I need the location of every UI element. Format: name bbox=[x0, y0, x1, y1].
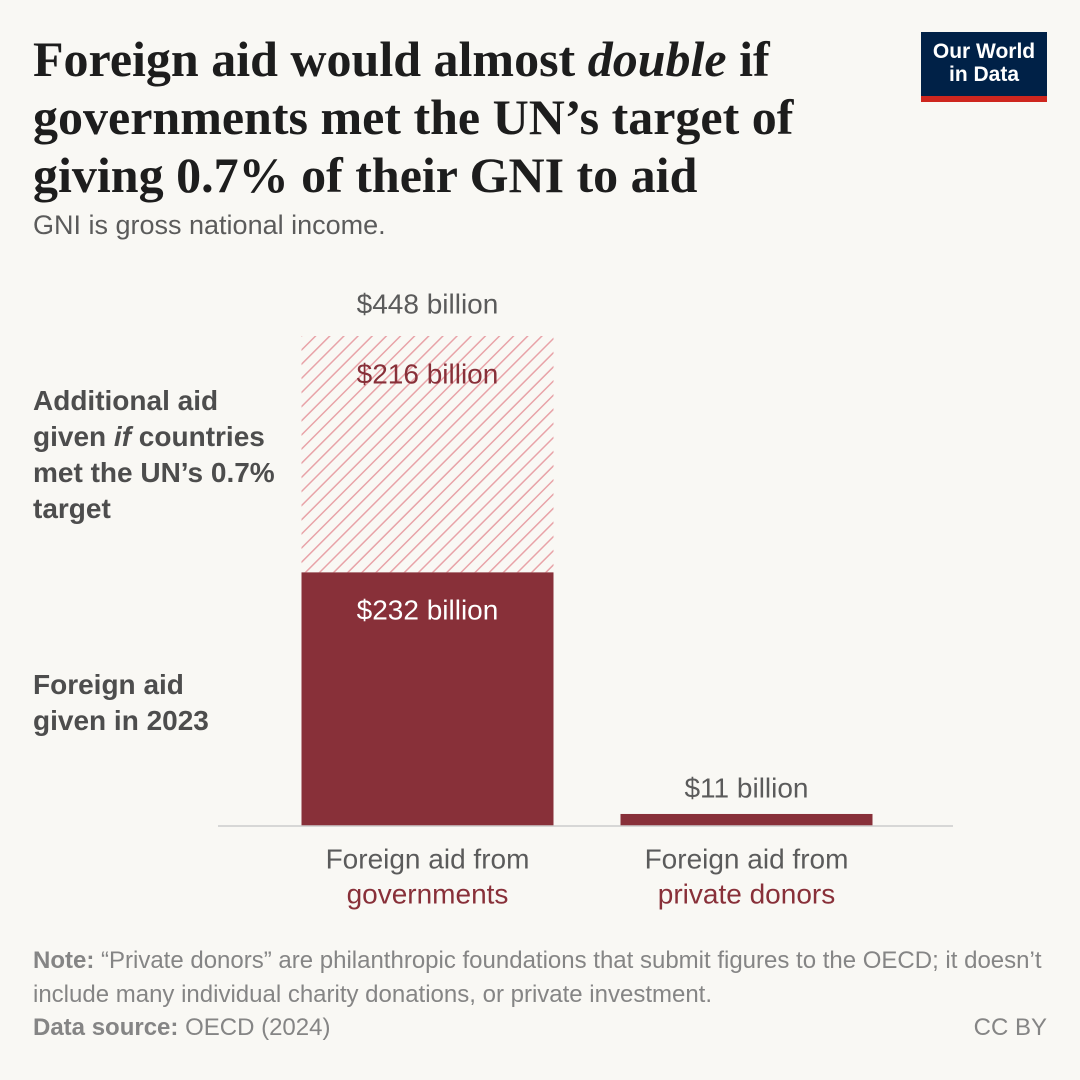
x-tick-label: private donors bbox=[658, 878, 835, 909]
value-label: $11 billion bbox=[684, 772, 808, 803]
x-tick-label: Foreign aid from bbox=[326, 843, 530, 874]
x-tick-label: Foreign aid from bbox=[645, 843, 849, 874]
note: Note: “Private donors” are philanthropic… bbox=[33, 944, 1043, 1012]
label-part: Foreign aid given in 2023 bbox=[33, 669, 209, 736]
title-part: Foreign aid would almost bbox=[33, 31, 588, 87]
source-text: OECD (2024) bbox=[185, 1014, 331, 1041]
x-tick-label: governments bbox=[347, 878, 509, 909]
bar bbox=[301, 572, 554, 826]
logo: Our World in Data bbox=[921, 32, 1047, 102]
title-part: if governments met the UN’s target of gi… bbox=[33, 31, 794, 203]
note-text: “Private donors” are philanthropic found… bbox=[33, 947, 1042, 1008]
label-part: countries met the UN’s 0.7% target bbox=[33, 421, 275, 524]
bar bbox=[620, 813, 873, 826]
chart-title: Foreign aid would almost double if gover… bbox=[33, 30, 833, 204]
bar bbox=[301, 336, 554, 573]
source-label: Data source: bbox=[33, 1014, 179, 1041]
license: CC BY bbox=[973, 1014, 1047, 1041]
logo-line: Our World bbox=[932, 40, 1036, 63]
series-label: Additional aid given if countries met th… bbox=[33, 383, 283, 527]
subtitle: GNI is gross national income. bbox=[33, 210, 386, 240]
source: Data source: OECD (2024) bbox=[33, 1014, 330, 1042]
title-part: double bbox=[587, 31, 727, 87]
label-part: Additional aid given bbox=[33, 385, 219, 452]
series-label: Foreign aid given in 2023 bbox=[33, 667, 233, 739]
value-label: $216 billion bbox=[357, 358, 499, 389]
logo-line: in Data bbox=[948, 63, 1019, 86]
value-label: $232 billion bbox=[357, 595, 499, 626]
label-part: if bbox=[113, 421, 132, 452]
total-label: $448 billion bbox=[357, 288, 499, 319]
note-label: Note: bbox=[33, 947, 95, 974]
